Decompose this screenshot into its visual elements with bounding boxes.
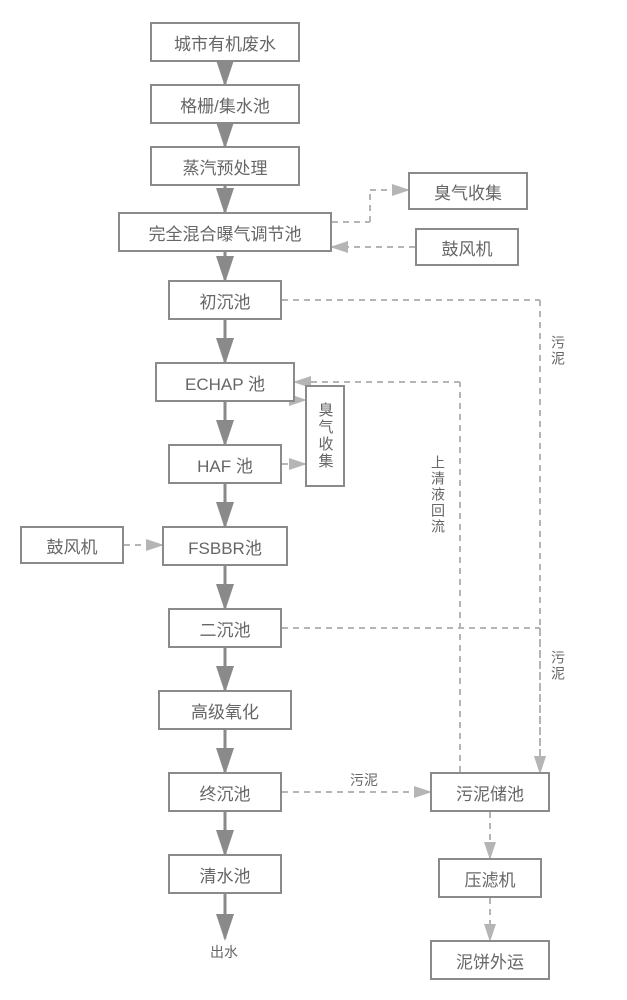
flow-box-b5: ECHAP 池 <box>155 362 295 402</box>
flow-box-s_press: 压滤机 <box>438 858 542 898</box>
label-t_sl3: 污泥 <box>350 770 378 790</box>
label-t_sl1: 污泥 <box>548 335 568 367</box>
label-t_ret: 上清液回流 <box>428 455 448 535</box>
flow-box-b11: 清水池 <box>168 854 282 894</box>
flow-box-s_blower1: 鼓风机 <box>415 228 519 266</box>
flow-box-b2: 蒸汽预处理 <box>150 146 300 186</box>
flow-box-b9: 高级氧化 <box>158 690 292 730</box>
flow-box-b1: 格栅/集水池 <box>150 84 300 124</box>
flow-box-b0: 城市有机废水 <box>150 22 300 62</box>
flow-box-b6: HAF 池 <box>168 444 282 484</box>
flow-box-b10: 终沉池 <box>168 772 282 812</box>
flow-box-b3: 完全混合曝气调节池 <box>118 212 332 252</box>
flow-box-s_cake: 泥饼外运 <box>430 940 550 980</box>
flow-box-s_sludge: 污泥储池 <box>430 772 550 812</box>
flow-box-b7: FSBBR池 <box>162 526 288 566</box>
label-t_sl2: 污泥 <box>548 650 568 682</box>
flow-box-s_blower2: 鼓风机 <box>20 526 124 564</box>
flow-box-s_odor1: 臭气收集 <box>408 172 528 210</box>
flow-box-b8: 二沉池 <box>168 608 282 648</box>
flow-box-s_odor2: 臭气收集 <box>305 385 345 487</box>
flow-box-b4: 初沉池 <box>168 280 282 320</box>
label-t_out: 出水 <box>210 942 238 962</box>
